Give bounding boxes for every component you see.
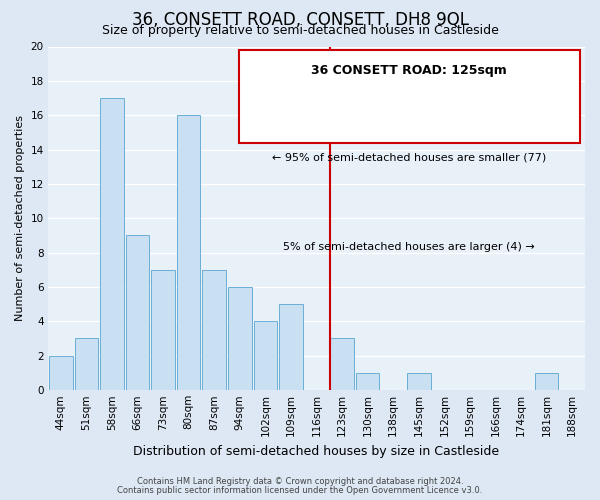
Text: 36 CONSETT ROAD: 125sqm: 36 CONSETT ROAD: 125sqm	[311, 64, 507, 76]
X-axis label: Distribution of semi-detached houses by size in Castleside: Distribution of semi-detached houses by …	[133, 444, 500, 458]
Text: 5% of semi-detached houses are larger (4) →: 5% of semi-detached houses are larger (4…	[283, 242, 535, 252]
Bar	[100, 98, 124, 390]
Bar	[228, 287, 251, 390]
Bar	[535, 372, 559, 390]
Bar	[151, 270, 175, 390]
Bar	[177, 115, 200, 390]
Bar	[407, 372, 431, 390]
Text: ← 95% of semi-detached houses are smaller (77): ← 95% of semi-detached houses are smalle…	[272, 153, 546, 163]
Bar	[49, 356, 73, 390]
Bar	[126, 236, 149, 390]
Bar	[74, 338, 98, 390]
Y-axis label: Number of semi-detached properties: Number of semi-detached properties	[15, 115, 25, 321]
Bar	[279, 304, 302, 390]
Bar	[254, 321, 277, 390]
Bar	[356, 372, 379, 390]
Bar	[330, 338, 354, 390]
Text: Contains HM Land Registry data © Crown copyright and database right 2024.: Contains HM Land Registry data © Crown c…	[137, 477, 463, 486]
Text: Size of property relative to semi-detached houses in Castleside: Size of property relative to semi-detach…	[101, 24, 499, 37]
Text: 36, CONSETT ROAD, CONSETT, DH8 9QL: 36, CONSETT ROAD, CONSETT, DH8 9QL	[131, 11, 469, 29]
FancyBboxPatch shape	[239, 50, 580, 142]
Text: Contains public sector information licensed under the Open Government Licence v3: Contains public sector information licen…	[118, 486, 482, 495]
Bar	[202, 270, 226, 390]
